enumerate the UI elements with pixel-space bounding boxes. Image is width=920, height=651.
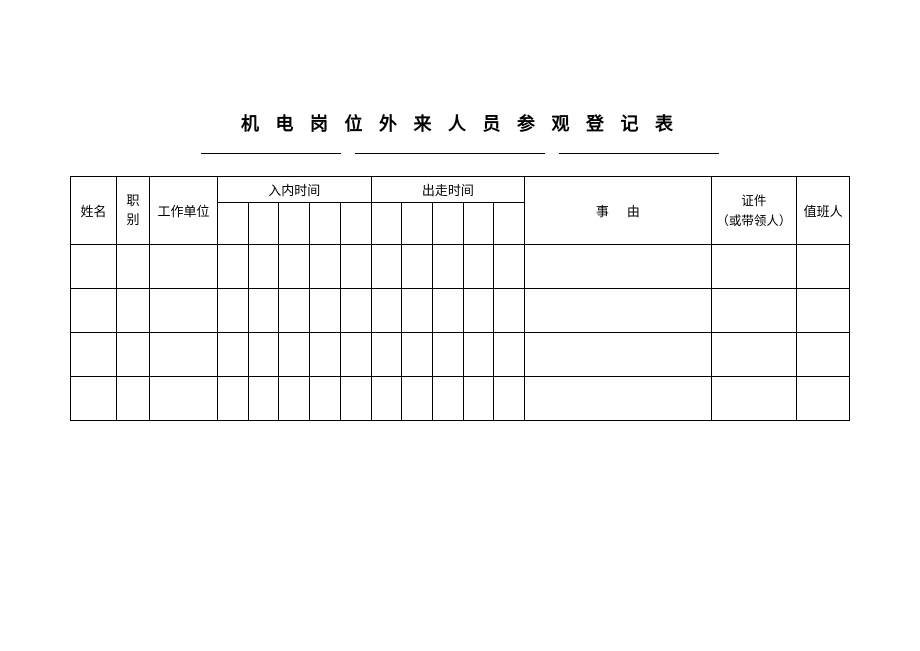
exit-time-sub-5: [494, 203, 525, 245]
table-row: [71, 333, 850, 377]
cell: [248, 333, 279, 377]
col-header-exit-time: 出走时间: [371, 177, 525, 203]
cell: [71, 289, 117, 333]
cell: [711, 289, 797, 333]
col-header-entry-time: 入内时间: [217, 177, 371, 203]
cell: [371, 289, 402, 333]
cell: [797, 289, 850, 333]
col-header-name: 姓名: [71, 177, 117, 245]
cell: [217, 333, 248, 377]
cell: [340, 333, 371, 377]
title-underlines: [70, 144, 850, 154]
underline-3: [559, 144, 719, 154]
col-header-zhiban: 值班人: [797, 177, 850, 245]
cell: [149, 245, 217, 289]
cell: [371, 377, 402, 421]
cell: [310, 289, 341, 333]
cell: [432, 377, 463, 421]
col-header-zhengjian: 证件 （或带领人）: [711, 177, 797, 245]
cell: [279, 289, 310, 333]
cell: [248, 377, 279, 421]
cell: [463, 377, 494, 421]
exit-time-sub-1: [371, 203, 402, 245]
cell: [248, 245, 279, 289]
cell: [371, 245, 402, 289]
cell: [463, 333, 494, 377]
visitor-register-table: 姓名 职 别 工作单位 入内时间 出走时间 事由 证件 （或带领人） 值班人: [70, 176, 850, 421]
table-row: [71, 245, 850, 289]
cell: [494, 289, 525, 333]
cell: [248, 289, 279, 333]
cell: [149, 377, 217, 421]
cell: [402, 333, 433, 377]
cell: [525, 377, 711, 421]
zhibie-label-2: 别: [119, 211, 147, 229]
entry-time-sub-1: [217, 203, 248, 245]
cell: [494, 333, 525, 377]
cell: [432, 333, 463, 377]
cell: [797, 333, 850, 377]
cell: [117, 333, 150, 377]
cell: [217, 245, 248, 289]
page-title: 机 电 岗 位 外 来 人 员 参 观 登 记 表: [70, 110, 850, 136]
cell: [217, 289, 248, 333]
cell: [402, 245, 433, 289]
page-container: 机 电 岗 位 外 来 人 员 参 观 登 记 表 姓名 职 别 工作单位: [0, 0, 920, 421]
cell: [711, 245, 797, 289]
cell: [402, 377, 433, 421]
cell: [340, 289, 371, 333]
underline-2: [355, 144, 545, 154]
cell: [117, 377, 150, 421]
cell: [149, 333, 217, 377]
table-row: [71, 289, 850, 333]
cell: [463, 245, 494, 289]
cell: [797, 377, 850, 421]
cell: [525, 289, 711, 333]
cell: [279, 245, 310, 289]
cell: [149, 289, 217, 333]
cell: [402, 289, 433, 333]
cell: [711, 333, 797, 377]
entry-time-sub-2: [248, 203, 279, 245]
exit-time-sub-2: [402, 203, 433, 245]
col-header-shiyou: 事由: [525, 177, 711, 245]
exit-time-sub-4: [463, 203, 494, 245]
cell: [310, 377, 341, 421]
cell: [494, 377, 525, 421]
zhibie-label-1: 职: [119, 192, 147, 210]
shiyou-label: 事由: [578, 204, 658, 219]
cell: [525, 333, 711, 377]
entry-time-sub-5: [340, 203, 371, 245]
entry-time-sub-4: [310, 203, 341, 245]
cell: [310, 245, 341, 289]
underline-1: [201, 144, 341, 154]
cell: [432, 245, 463, 289]
cell: [310, 333, 341, 377]
cell: [71, 333, 117, 377]
cell: [117, 289, 150, 333]
cell: [217, 377, 248, 421]
cell: [797, 245, 850, 289]
cell: [279, 377, 310, 421]
cell: [279, 333, 310, 377]
zhengjian-label-1: 证件: [714, 191, 795, 211]
cell: [340, 245, 371, 289]
entry-time-sub-3: [279, 203, 310, 245]
cell: [117, 245, 150, 289]
cell: [371, 333, 402, 377]
cell: [494, 245, 525, 289]
cell: [71, 377, 117, 421]
exit-time-sub-3: [432, 203, 463, 245]
cell: [525, 245, 711, 289]
cell: [711, 377, 797, 421]
col-header-zhibie: 职 别: [117, 177, 150, 245]
cell: [432, 289, 463, 333]
cell: [340, 377, 371, 421]
col-header-danwei: 工作单位: [149, 177, 217, 245]
zhengjian-label-2: （或带领人）: [714, 211, 795, 231]
cell: [463, 289, 494, 333]
table-row: [71, 377, 850, 421]
table-header-row-1: 姓名 职 别 工作单位 入内时间 出走时间 事由 证件 （或带领人） 值班人: [71, 177, 850, 203]
cell: [71, 245, 117, 289]
